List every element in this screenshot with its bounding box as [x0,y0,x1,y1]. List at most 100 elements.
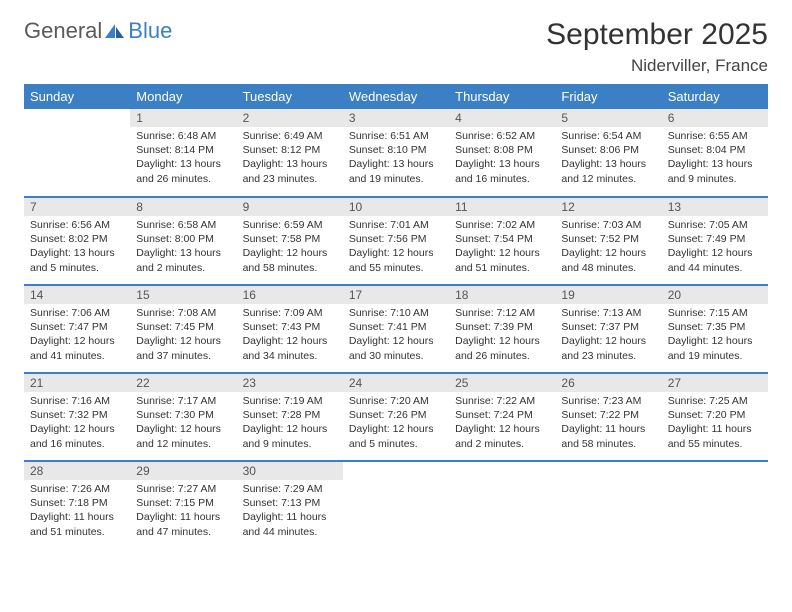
calendar-day-cell: 9Sunrise: 6:59 AMSunset: 7:58 PMDaylight… [237,197,343,285]
calendar-day-cell: 23Sunrise: 7:19 AMSunset: 7:28 PMDayligh… [237,373,343,461]
calendar-day-cell [449,461,555,549]
day-number: 10 [343,198,449,216]
daylight-text: Daylight: 13 hours and 19 minutes. [349,157,443,185]
day-body: Sunrise: 7:03 AMSunset: 7:52 PMDaylight:… [555,216,661,279]
sunrise-text: Sunrise: 7:12 AM [455,306,549,320]
sunset-text: Sunset: 7:24 PM [455,408,549,422]
sunset-text: Sunset: 7:41 PM [349,320,443,334]
day-number: 20 [662,286,768,304]
day-number: 8 [130,198,236,216]
day-number: 4 [449,109,555,127]
sunset-text: Sunset: 8:02 PM [30,232,124,246]
day-body: Sunrise: 7:05 AMSunset: 7:49 PMDaylight:… [662,216,768,279]
sunset-text: Sunset: 7:52 PM [561,232,655,246]
sunrise-text: Sunrise: 7:08 AM [136,306,230,320]
day-number: 1 [130,109,236,127]
daylight-text: Daylight: 12 hours and 41 minutes. [30,334,124,362]
calendar-table: SundayMondayTuesdayWednesdayThursdayFrid… [24,84,768,549]
weekday-header: Wednesday [343,84,449,109]
day-number: 17 [343,286,449,304]
daylight-text: Daylight: 13 hours and 5 minutes. [30,246,124,274]
sunrise-text: Sunrise: 7:17 AM [136,394,230,408]
calendar-day-cell: 14Sunrise: 7:06 AMSunset: 7:47 PMDayligh… [24,285,130,373]
day-body: Sunrise: 6:58 AMSunset: 8:00 PMDaylight:… [130,216,236,279]
sunrise-text: Sunrise: 7:06 AM [30,306,124,320]
sunrise-text: Sunrise: 6:52 AM [455,129,549,143]
calendar-day-cell: 13Sunrise: 7:05 AMSunset: 7:49 PMDayligh… [662,197,768,285]
calendar-day-cell: 26Sunrise: 7:23 AMSunset: 7:22 PMDayligh… [555,373,661,461]
calendar-day-cell [24,109,130,197]
daylight-text: Daylight: 11 hours and 58 minutes. [561,422,655,450]
sunset-text: Sunset: 7:15 PM [136,496,230,510]
calendar-day-cell: 19Sunrise: 7:13 AMSunset: 7:37 PMDayligh… [555,285,661,373]
weekday-header: Friday [555,84,661,109]
daylight-text: Daylight: 11 hours and 51 minutes. [30,510,124,538]
sunrise-text: Sunrise: 7:20 AM [349,394,443,408]
sunrise-text: Sunrise: 7:03 AM [561,218,655,232]
sunset-text: Sunset: 7:26 PM [349,408,443,422]
daylight-text: Daylight: 13 hours and 23 minutes. [243,157,337,185]
daylight-text: Daylight: 12 hours and 23 minutes. [561,334,655,362]
day-body: Sunrise: 7:16 AMSunset: 7:32 PMDaylight:… [24,392,130,455]
day-body: Sunrise: 7:27 AMSunset: 7:15 PMDaylight:… [130,480,236,543]
calendar-week-row: 21Sunrise: 7:16 AMSunset: 7:32 PMDayligh… [24,373,768,461]
weekday-header: Monday [130,84,236,109]
sunrise-text: Sunrise: 7:26 AM [30,482,124,496]
daylight-text: Daylight: 13 hours and 12 minutes. [561,157,655,185]
sunset-text: Sunset: 7:45 PM [136,320,230,334]
sunset-text: Sunset: 8:14 PM [136,143,230,157]
sunrise-text: Sunrise: 7:22 AM [455,394,549,408]
sunset-text: Sunset: 7:39 PM [455,320,549,334]
day-body: Sunrise: 6:48 AMSunset: 8:14 PMDaylight:… [130,127,236,190]
day-body: Sunrise: 6:56 AMSunset: 8:02 PMDaylight:… [24,216,130,279]
calendar-day-cell: 28Sunrise: 7:26 AMSunset: 7:18 PMDayligh… [24,461,130,549]
header: General Blue September 2025 Niderviller,… [24,18,768,76]
title-block: September 2025 Niderviller, France [546,18,768,76]
daylight-text: Daylight: 13 hours and 16 minutes. [455,157,549,185]
daylight-text: Daylight: 12 hours and 58 minutes. [243,246,337,274]
day-body: Sunrise: 7:19 AMSunset: 7:28 PMDaylight:… [237,392,343,455]
calendar-day-cell: 12Sunrise: 7:03 AMSunset: 7:52 PMDayligh… [555,197,661,285]
day-body: Sunrise: 6:49 AMSunset: 8:12 PMDaylight:… [237,127,343,190]
sunrise-text: Sunrise: 6:48 AM [136,129,230,143]
day-body: Sunrise: 6:54 AMSunset: 8:06 PMDaylight:… [555,127,661,190]
daylight-text: Daylight: 12 hours and 55 minutes. [349,246,443,274]
daylight-text: Daylight: 12 hours and 51 minutes. [455,246,549,274]
daylight-text: Daylight: 12 hours and 16 minutes. [30,422,124,450]
day-number: 3 [343,109,449,127]
day-number: 12 [555,198,661,216]
sunset-text: Sunset: 8:12 PM [243,143,337,157]
logo: General Blue [24,18,172,44]
sunset-text: Sunset: 8:00 PM [136,232,230,246]
daylight-text: Daylight: 12 hours and 30 minutes. [349,334,443,362]
day-number: 25 [449,374,555,392]
day-number: 26 [555,374,661,392]
sunrise-text: Sunrise: 7:23 AM [561,394,655,408]
month-title: September 2025 [546,18,768,52]
logo-text-blue: Blue [128,18,172,44]
sunset-text: Sunset: 7:13 PM [243,496,337,510]
sunset-text: Sunset: 7:56 PM [349,232,443,246]
weekday-header: Saturday [662,84,768,109]
sunrise-text: Sunrise: 6:54 AM [561,129,655,143]
sunrise-text: Sunrise: 6:59 AM [243,218,337,232]
sunset-text: Sunset: 8:04 PM [668,143,762,157]
day-body: Sunrise: 7:13 AMSunset: 7:37 PMDaylight:… [555,304,661,367]
sunset-text: Sunset: 7:18 PM [30,496,124,510]
day-number: 15 [130,286,236,304]
calendar-day-cell: 2Sunrise: 6:49 AMSunset: 8:12 PMDaylight… [237,109,343,197]
daylight-text: Daylight: 12 hours and 44 minutes. [668,246,762,274]
sunset-text: Sunset: 7:54 PM [455,232,549,246]
day-body: Sunrise: 7:08 AMSunset: 7:45 PMDaylight:… [130,304,236,367]
day-body: Sunrise: 7:17 AMSunset: 7:30 PMDaylight:… [130,392,236,455]
sunrise-text: Sunrise: 7:01 AM [349,218,443,232]
sunrise-text: Sunrise: 7:27 AM [136,482,230,496]
calendar-day-cell: 20Sunrise: 7:15 AMSunset: 7:35 PMDayligh… [662,285,768,373]
sunrise-text: Sunrise: 7:13 AM [561,306,655,320]
day-body: Sunrise: 6:52 AMSunset: 8:08 PMDaylight:… [449,127,555,190]
day-number: 6 [662,109,768,127]
sunset-text: Sunset: 7:32 PM [30,408,124,422]
calendar-day-cell: 4Sunrise: 6:52 AMSunset: 8:08 PMDaylight… [449,109,555,197]
calendar-day-cell: 8Sunrise: 6:58 AMSunset: 8:00 PMDaylight… [130,197,236,285]
calendar-day-cell: 29Sunrise: 7:27 AMSunset: 7:15 PMDayligh… [130,461,236,549]
